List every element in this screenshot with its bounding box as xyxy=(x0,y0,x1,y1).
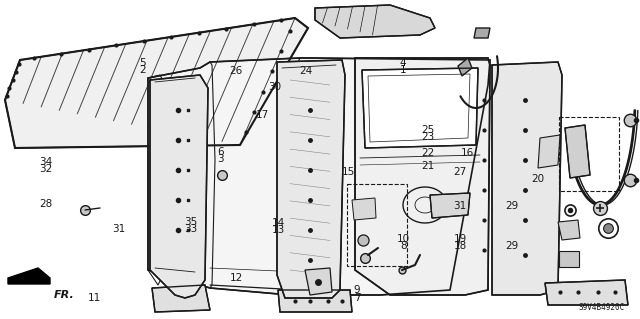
Polygon shape xyxy=(565,125,590,178)
Text: 22: 22 xyxy=(421,148,434,158)
Polygon shape xyxy=(278,290,352,312)
Polygon shape xyxy=(474,28,490,38)
Text: 10: 10 xyxy=(397,234,410,244)
Text: 25: 25 xyxy=(421,125,434,135)
Text: 21: 21 xyxy=(421,161,434,171)
FancyBboxPatch shape xyxy=(559,251,579,267)
Text: 23: 23 xyxy=(421,132,434,142)
Polygon shape xyxy=(5,18,308,148)
Polygon shape xyxy=(355,58,490,295)
Text: S9V4B4920C: S9V4B4920C xyxy=(579,303,625,312)
Polygon shape xyxy=(315,5,435,38)
Text: 8: 8 xyxy=(400,241,406,251)
Text: 12: 12 xyxy=(230,272,243,283)
Polygon shape xyxy=(305,268,332,295)
Polygon shape xyxy=(545,280,628,305)
Text: 31: 31 xyxy=(112,224,125,234)
Text: 35: 35 xyxy=(184,217,197,227)
Text: 2: 2 xyxy=(139,64,145,75)
Polygon shape xyxy=(148,58,490,295)
Text: 4: 4 xyxy=(400,57,406,68)
Text: 16: 16 xyxy=(461,148,474,158)
Polygon shape xyxy=(430,193,470,218)
Text: 14: 14 xyxy=(272,218,285,228)
Text: 30: 30 xyxy=(269,82,282,92)
Polygon shape xyxy=(150,75,208,298)
Text: 5: 5 xyxy=(139,57,145,68)
Text: 33: 33 xyxy=(184,224,197,234)
Polygon shape xyxy=(538,135,560,168)
Text: 1: 1 xyxy=(400,64,406,75)
Text: 18: 18 xyxy=(454,241,467,251)
Text: 31: 31 xyxy=(453,201,466,211)
Polygon shape xyxy=(492,62,562,295)
Polygon shape xyxy=(352,198,376,220)
Polygon shape xyxy=(8,268,50,284)
Text: 32: 32 xyxy=(40,164,52,174)
Text: 13: 13 xyxy=(272,225,285,235)
Polygon shape xyxy=(458,58,472,76)
Text: 17: 17 xyxy=(256,110,269,121)
Text: 3: 3 xyxy=(218,154,224,164)
Text: 29: 29 xyxy=(506,241,518,251)
Text: 15: 15 xyxy=(342,167,355,177)
Text: 34: 34 xyxy=(40,157,52,167)
Text: 24: 24 xyxy=(300,66,312,76)
Text: 7: 7 xyxy=(354,293,360,303)
Polygon shape xyxy=(558,220,580,240)
Text: 6: 6 xyxy=(218,147,224,157)
Text: FR.: FR. xyxy=(54,290,75,300)
Text: 20: 20 xyxy=(531,174,544,184)
Text: 9: 9 xyxy=(354,285,360,295)
Polygon shape xyxy=(152,285,210,312)
Polygon shape xyxy=(362,68,478,148)
Text: 19: 19 xyxy=(454,234,467,244)
Polygon shape xyxy=(277,60,345,298)
Text: 29: 29 xyxy=(506,201,518,211)
Text: 28: 28 xyxy=(40,198,52,209)
Text: 27: 27 xyxy=(453,167,466,177)
Text: 11: 11 xyxy=(88,293,101,303)
Text: 26: 26 xyxy=(229,66,242,76)
